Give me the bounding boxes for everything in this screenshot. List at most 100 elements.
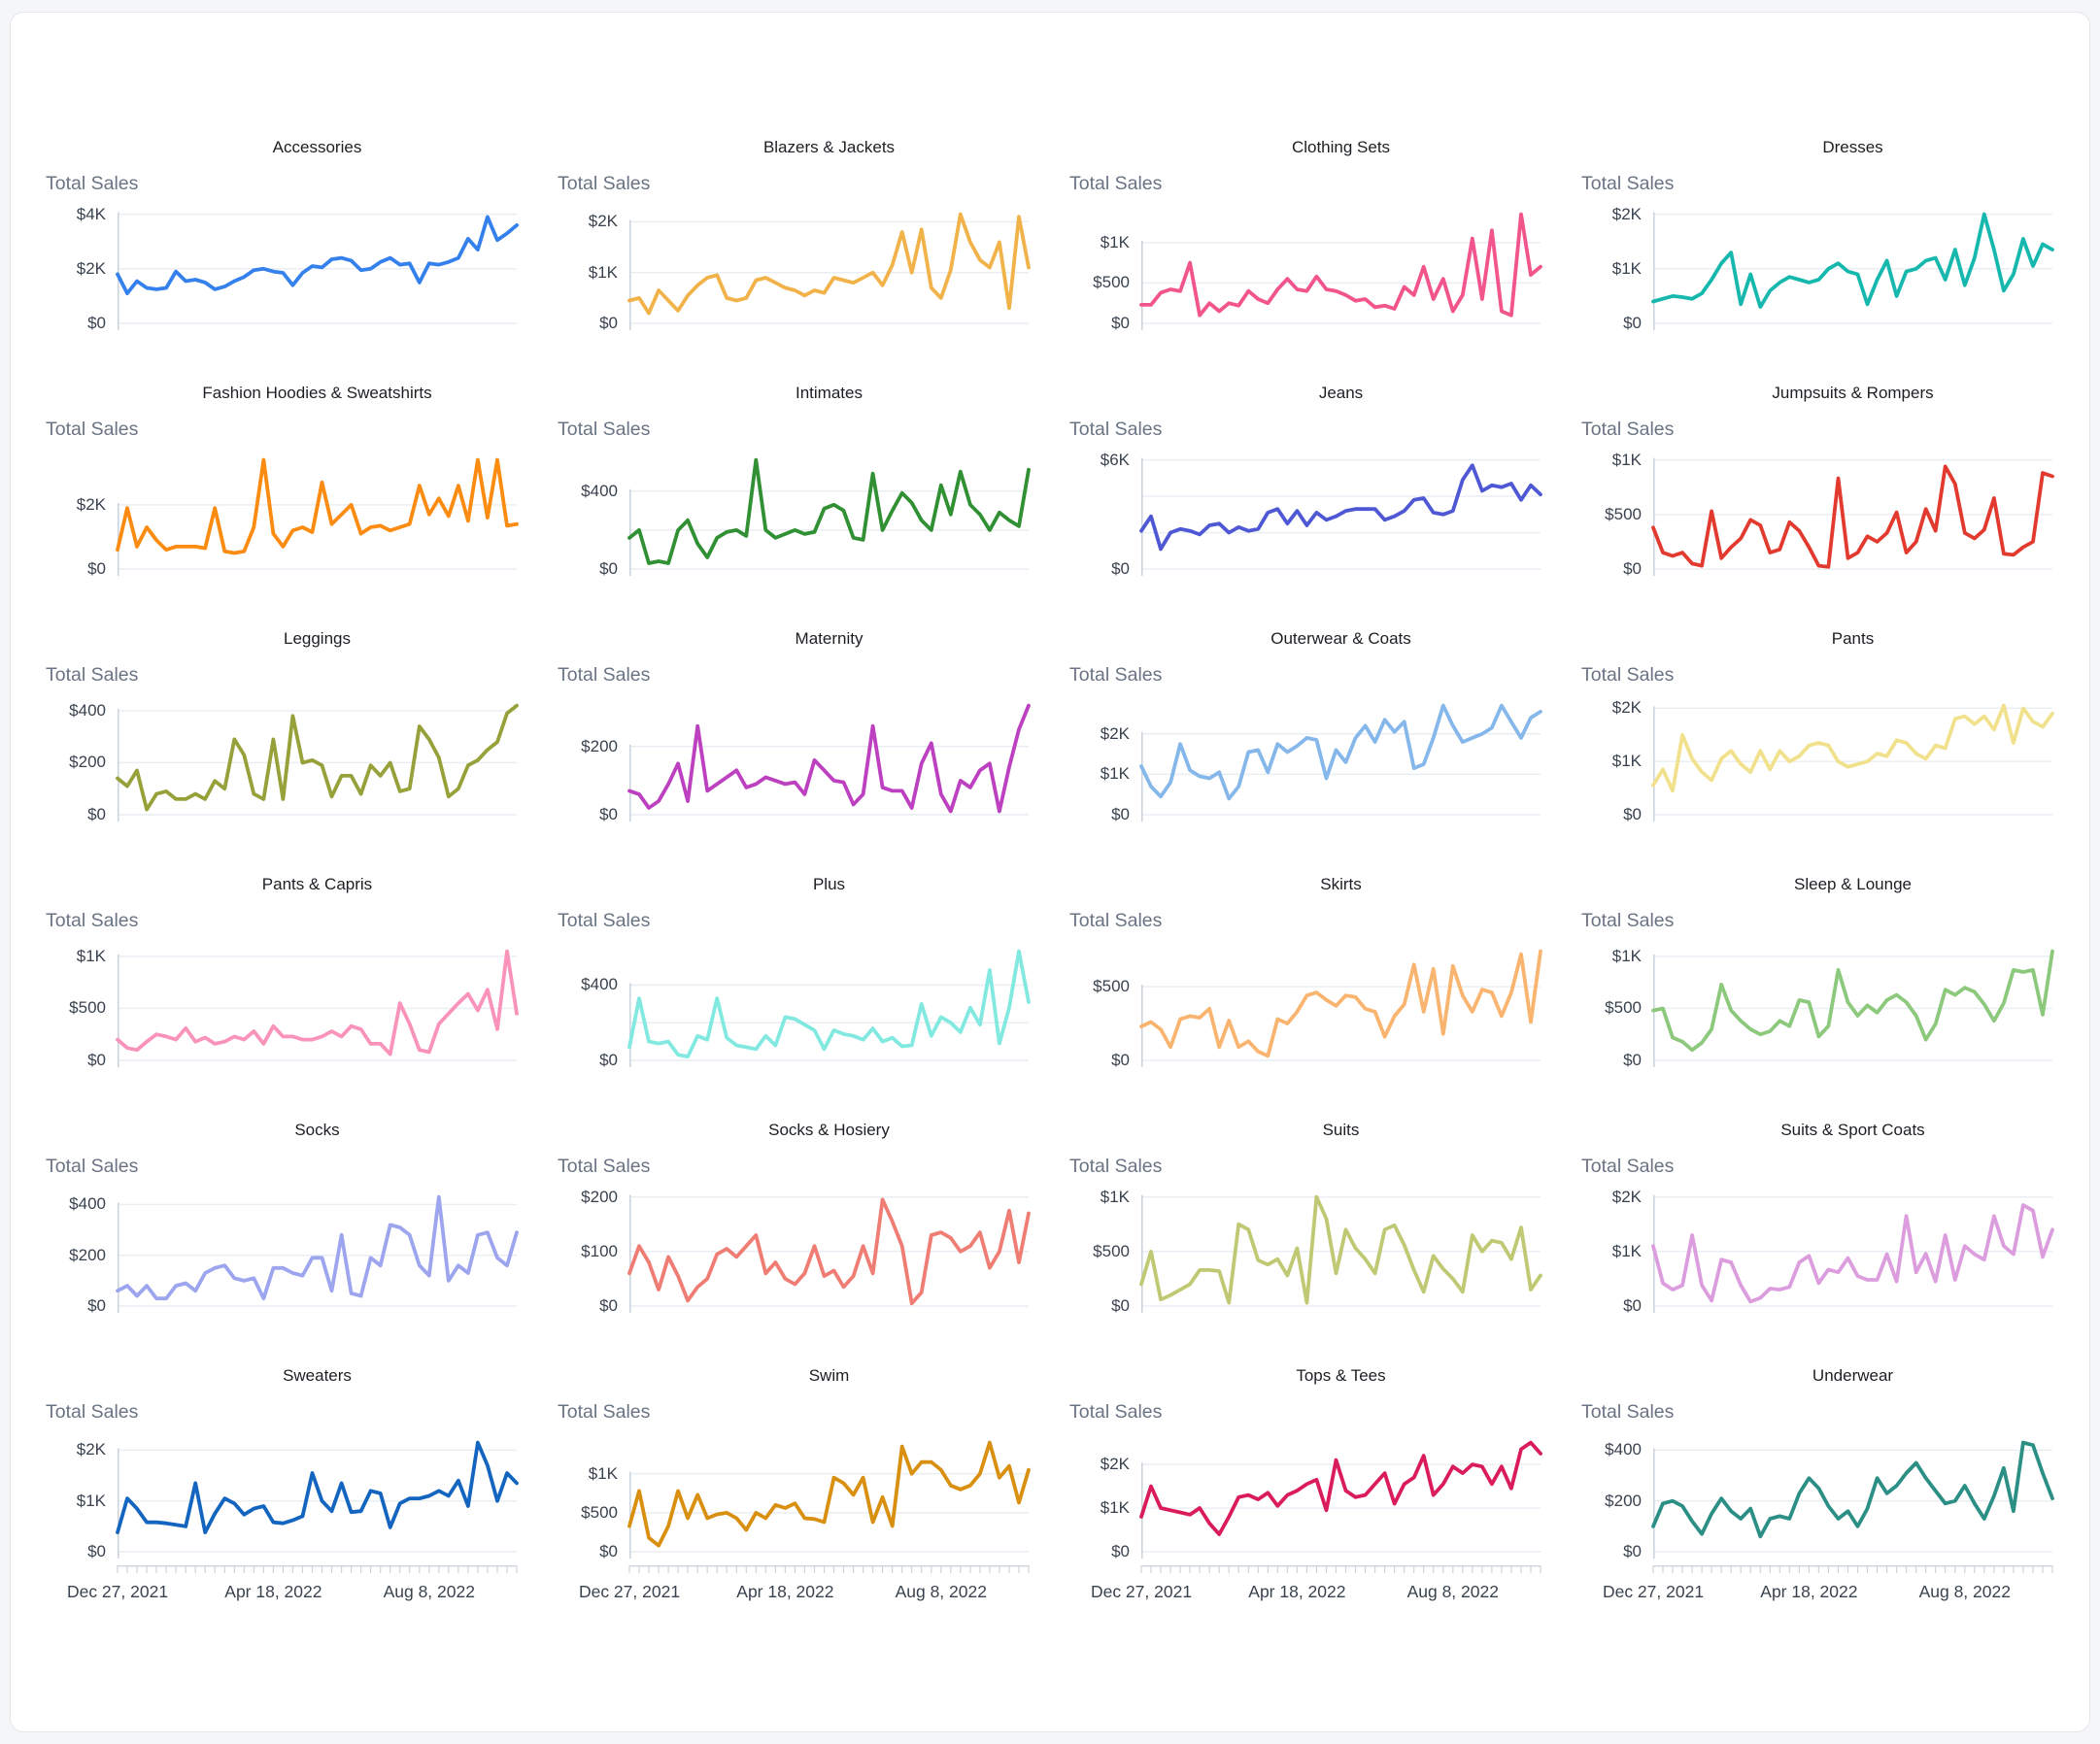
line-chart-plot[interactable] [1139, 700, 1542, 822]
metric-label: Total Sales [1069, 1401, 1163, 1423]
plot-row: $0 $500 $1K [1581, 450, 2054, 578]
y-tick-label: $0 [1623, 314, 1642, 332]
line-chart-plot[interactable] [116, 700, 519, 822]
y-tick-label: $0 [1623, 1542, 1642, 1560]
y-tick-label: $500 [1093, 1241, 1130, 1260]
series-line [1139, 212, 1542, 318]
line-chart-plot[interactable] [116, 1191, 519, 1313]
line-chart-plot[interactable] [1651, 700, 2054, 822]
chart-title: Accessories [272, 138, 362, 156]
x-tick-label: Aug 8, 2022 [895, 1582, 987, 1601]
y-tick-label: $1K [588, 262, 618, 282]
y-axis-labels: $0 $1K $2K [1581, 1188, 1653, 1315]
line-chart-plot[interactable] [1139, 454, 1542, 576]
y-tick-label: $2K [1611, 204, 1642, 223]
y-tick-label: $1K [76, 946, 106, 965]
y-axis-labels: $0 $500 $1K [558, 1437, 629, 1560]
chart-cell: Pants & Capris Total Sales $0 $500 $1K [46, 874, 519, 1069]
chart-cell: Swim Total Sales $0 $500 $1K Dec 27, 2021 Apr … [558, 1365, 1031, 1607]
y-tick-label: $0 [599, 805, 618, 823]
plot-row: $0 $500 $1K [1069, 1187, 1542, 1315]
line-chart-plot[interactable] [1651, 454, 2054, 576]
metric-label: Total Sales [1581, 419, 1675, 440]
line-chart-plot[interactable] [627, 700, 1031, 822]
line-chart-plot[interactable] [1651, 209, 2054, 330]
chart-cell: Leggings Total Sales $0 $200 $400 [46, 628, 519, 823]
line-chart-plot[interactable] [116, 209, 519, 330]
line-chart-plot[interactable] [116, 1437, 519, 1559]
y-tick-label: $2K [76, 258, 106, 278]
series-line [627, 949, 1031, 1058]
chart-cell: Sweaters Total Sales $0 $1K $2K Dec 27, 2021 A… [46, 1365, 519, 1607]
line-chart-plot[interactable] [1139, 1191, 1542, 1313]
y-tick-label: $0 [1623, 1051, 1642, 1069]
metric-label: Total Sales [46, 910, 139, 931]
x-tick-label: Aug 8, 2022 [1406, 1582, 1499, 1601]
chart-title: Outerwear & Coats [1270, 629, 1411, 648]
metric-label: Total Sales [1069, 419, 1163, 440]
chart-cell: Socks & Hosiery Total Sales $0 $100 $200 [558, 1120, 1031, 1315]
line-chart-plot[interactable] [1651, 946, 2054, 1067]
y-tick-label: $200 [581, 736, 618, 755]
x-axis-labels: Dec 27, 2021 Apr 18, 2022 Aug 8, 2022 [579, 1582, 1029, 1607]
y-axis-labels: $0 $500 $1K [1069, 209, 1141, 332]
x-axis-tick-marks [1652, 1564, 2053, 1573]
y-tick-label: $500 [1605, 504, 1642, 523]
plot-row: $0 $1K $2K [1581, 698, 2054, 823]
chart-cell: Clothing Sets Total Sales $0 $500 $1K [1069, 137, 1542, 332]
metric-label: Total Sales [1069, 173, 1163, 194]
plot-row: $0 $1K $2K [1581, 205, 2054, 332]
plot-row: $0 $500 [1069, 946, 1542, 1069]
y-axis-labels: $0 $500 $1K [1069, 1187, 1141, 1315]
line-chart-plot[interactable] [627, 209, 1031, 330]
plot-row: $0 $500 $1K [1581, 946, 2054, 1069]
y-tick-label: $0 [1623, 559, 1642, 578]
chart-title: Socks & Hosiery [768, 1121, 890, 1139]
line-chart-plot[interactable] [1651, 1437, 2054, 1559]
chart-title: Plus [812, 875, 846, 893]
line-chart-plot[interactable] [1139, 946, 1542, 1067]
y-tick-label: $2K [1100, 1455, 1130, 1474]
line-chart-plot[interactable] [116, 946, 519, 1067]
x-tick-label: Dec 27, 2021 [1090, 1582, 1193, 1601]
x-axis-tick-marks [628, 1564, 1030, 1573]
chart-cell: Suits & Sport Coats Total Sales $0 $1K $2K [1581, 1120, 2054, 1315]
series-line [627, 703, 1031, 814]
series-line [1139, 1194, 1542, 1305]
y-tick-label: $200 [1605, 1491, 1642, 1510]
line-chart-plot[interactable] [1651, 1191, 2054, 1313]
x-tick-label: Apr 18, 2022 [1760, 1582, 1858, 1601]
chart-title: Tops & Tees [1296, 1366, 1386, 1385]
plot-row: $0 $200 $400 [1581, 1437, 2054, 1560]
line-chart-plot[interactable] [627, 454, 1031, 576]
line-chart-plot[interactable] [116, 454, 519, 576]
chart-cell: Jumpsuits & Rompers Total Sales $0 $500 $1K [1581, 383, 2054, 578]
metric-label: Total Sales [1581, 1401, 1675, 1423]
metric-label: Total Sales [1069, 664, 1163, 686]
plot-row: $0 $200 [558, 700, 1031, 823]
y-tick-label: $1K [1611, 450, 1642, 469]
series-line [1139, 703, 1542, 801]
line-chart-plot[interactable] [1139, 1437, 1542, 1559]
plot-row: $0 $100 $200 [558, 1188, 1031, 1315]
chart-title: Leggings [283, 629, 351, 648]
line-chart-plot[interactable] [1139, 209, 1542, 330]
line-chart-plot[interactable] [627, 1437, 1031, 1559]
y-tick-label: $0 [1623, 1296, 1642, 1315]
x-axis: Dec 27, 2021 Apr 18, 2022 Aug 8, 2022 [579, 1564, 1030, 1607]
x-tick-label: Dec 27, 2021 [1602, 1582, 1705, 1601]
y-axis-labels: $0 $200 $400 [1581, 1437, 1653, 1560]
plot-row: $0 $400 [558, 946, 1031, 1069]
y-tick-label: $1K [1611, 752, 1642, 771]
plot-row: $0 $2K [46, 454, 519, 578]
chart-title: Socks [294, 1121, 340, 1139]
series-line [116, 703, 519, 812]
line-chart-plot[interactable] [627, 1191, 1031, 1313]
line-chart-plot[interactable] [627, 946, 1031, 1067]
y-axis-labels: $0 $100 $200 [558, 1188, 629, 1315]
y-tick-label: $1K [1100, 1187, 1130, 1206]
y-tick-label: $400 [69, 700, 106, 720]
series-line [627, 1197, 1031, 1306]
y-tick-label: $2K [1611, 698, 1642, 718]
metric-label: Total Sales [46, 664, 139, 686]
